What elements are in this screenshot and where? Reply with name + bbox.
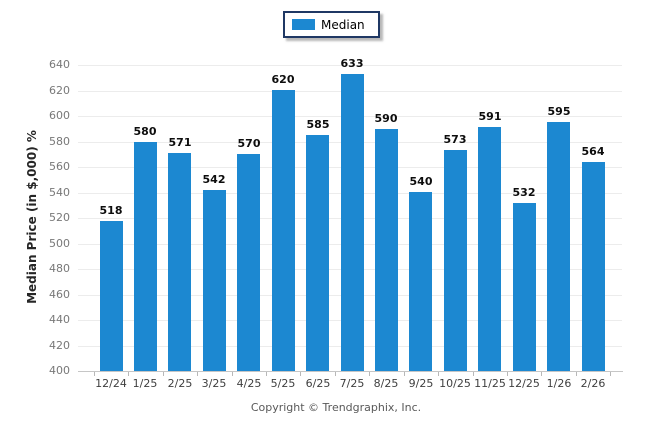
x-tick-mark <box>507 372 508 376</box>
bar-value-label: 595 <box>547 105 571 118</box>
x-tick-mark <box>300 372 301 376</box>
y-tick-label: 400 <box>49 364 70 377</box>
x-tick-mark <box>576 372 577 376</box>
y-tick-label: 480 <box>49 262 70 275</box>
bar <box>272 90 295 371</box>
y-tick-label: 420 <box>49 338 70 352</box>
bar-value-label: 542 <box>202 173 226 186</box>
bar <box>237 154 260 371</box>
bar <box>134 142 157 371</box>
x-tick-label: 4/25 <box>236 377 262 390</box>
bar <box>203 190 226 371</box>
bar-value-label: 573 <box>443 133 467 146</box>
x-tick-label: 12/24 <box>95 377 127 390</box>
y-tick-label: 580 <box>49 134 70 148</box>
y-tick-label: 600 <box>49 109 70 122</box>
x-tick-label: 3/25 <box>201 377 227 390</box>
bar <box>513 203 536 371</box>
x-tick-label: 8/25 <box>373 377 399 390</box>
x-tick-label: 12/25 <box>508 377 540 390</box>
bar-value-label: 570 <box>237 137 261 150</box>
bar <box>168 153 191 371</box>
x-tick-label: 5/25 <box>270 377 296 390</box>
bar <box>409 192 432 371</box>
x-tick-mark <box>438 372 439 376</box>
x-tick-mark <box>541 372 542 376</box>
x-tick-mark <box>335 372 336 376</box>
x-tick-label: 10/25 <box>439 377 471 390</box>
y-tick-label: 540 <box>49 185 70 199</box>
x-tick-label: 11/25 <box>474 377 506 390</box>
bar-value-label: 532 <box>512 186 536 199</box>
legend-label: Median <box>321 17 365 32</box>
bar <box>478 127 501 371</box>
bar <box>100 221 123 371</box>
y-tick-label: 460 <box>49 287 70 301</box>
bar <box>341 74 364 371</box>
x-tick-label: 6/25 <box>305 377 331 390</box>
bar-value-label: 591 <box>478 110 502 123</box>
x-tick-mark <box>197 372 198 376</box>
legend-swatch-icon <box>292 19 315 30</box>
bar-value-label: 590 <box>374 112 398 125</box>
y-tick-label: 640 <box>49 58 70 71</box>
x-tick-mark <box>128 372 129 376</box>
bar <box>444 150 467 371</box>
bar <box>375 129 398 371</box>
y-tick-label: 620 <box>49 83 70 97</box>
bar-value-label: 564 <box>581 145 605 158</box>
x-tick-label: 2/26 <box>580 377 606 390</box>
x-axis-line <box>78 371 623 372</box>
y-tick-label: 520 <box>49 211 70 224</box>
copyright-text: Copyright © Trendgraphix, Inc. <box>250 401 422 414</box>
y-tick-label: 440 <box>49 313 70 326</box>
x-tick-mark <box>232 372 233 376</box>
bar-value-label: 540 <box>409 175 433 188</box>
bar-value-label: 620 <box>271 73 295 86</box>
x-tick-mark <box>610 372 611 376</box>
x-tick-label: 7/25 <box>339 377 365 390</box>
x-tick-label: 1/25 <box>132 377 158 390</box>
bar-value-label: 518 <box>99 204 123 217</box>
bar <box>547 122 570 371</box>
bar-value-label: 580 <box>133 125 157 138</box>
bar <box>582 162 605 371</box>
bar-value-label: 633 <box>340 57 364 70</box>
x-tick-mark <box>163 372 164 376</box>
x-tick-mark <box>266 372 267 376</box>
y-tick-label: 500 <box>49 236 70 250</box>
x-tick-mark <box>94 372 95 376</box>
x-tick-label: 2/25 <box>167 377 193 390</box>
x-tick-mark <box>404 372 405 376</box>
y-tick-label: 560 <box>49 160 70 173</box>
bar-value-label: 585 <box>306 118 330 131</box>
bar <box>306 135 329 371</box>
x-tick-mark <box>369 372 370 376</box>
legend[interactable]: Median <box>283 11 380 38</box>
x-tick-mark <box>473 372 474 376</box>
bar-value-label: 571 <box>168 136 192 149</box>
x-tick-label: 9/25 <box>408 377 434 390</box>
gridline <box>78 65 622 66</box>
x-tick-label: 1/26 <box>546 377 572 390</box>
